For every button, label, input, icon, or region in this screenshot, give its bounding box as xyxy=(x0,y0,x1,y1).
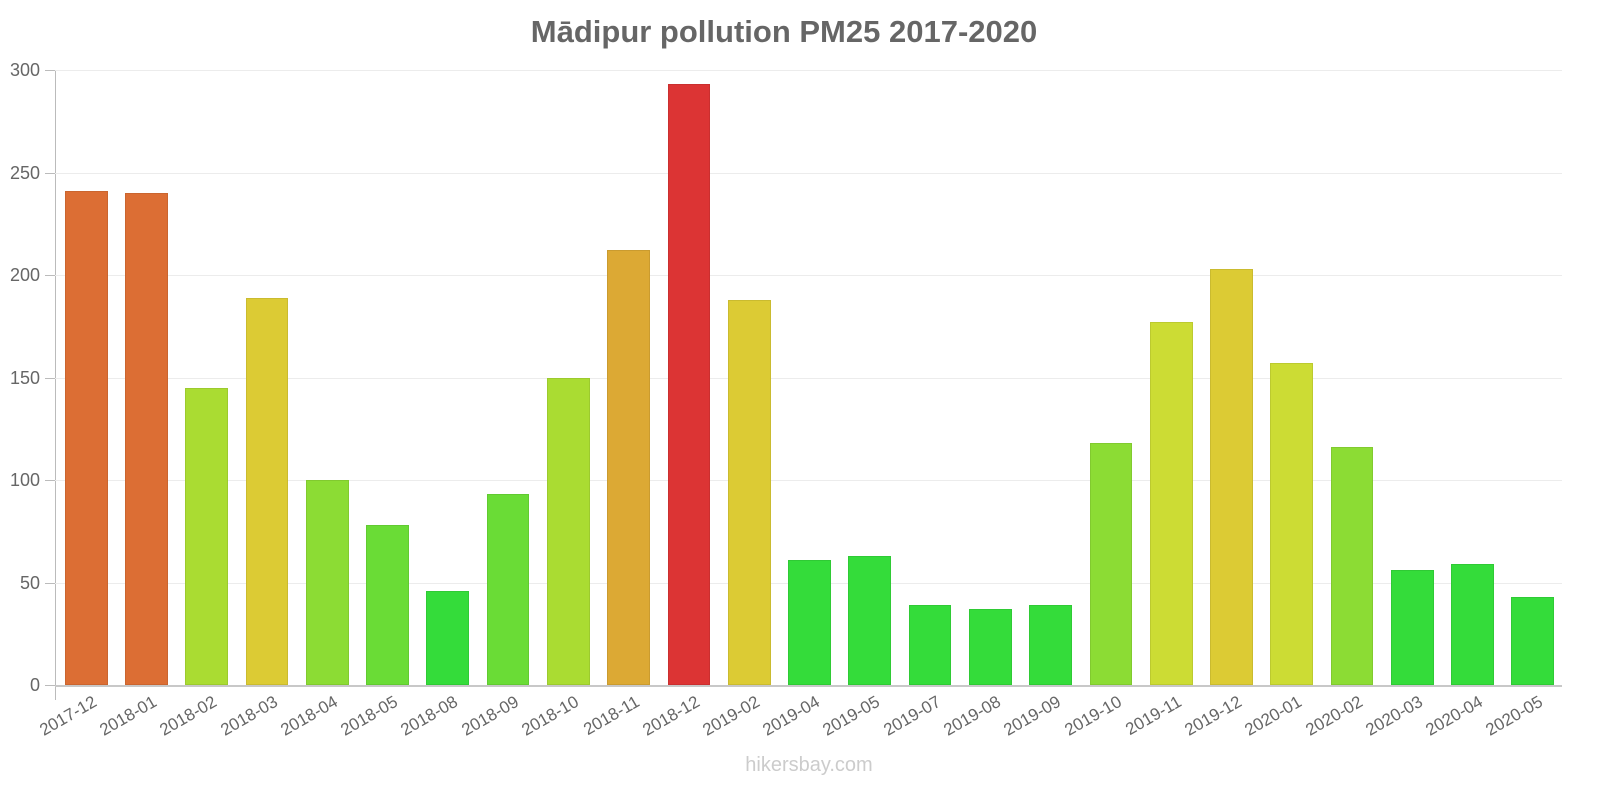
bar-2020-01[interactable] xyxy=(1270,363,1314,685)
gridline xyxy=(55,480,1562,481)
bar-2018-02[interactable] xyxy=(185,387,229,685)
bar-2020-03[interactable] xyxy=(1390,570,1434,685)
y-tick-label: 300 xyxy=(9,60,40,80)
y-tick-mark xyxy=(45,377,55,379)
bar-2017-12[interactable] xyxy=(64,190,108,685)
y-tick-label: 50 xyxy=(19,572,40,593)
x-tick-label: 2019-08 xyxy=(940,692,1004,740)
x-tick-label: 2018-12 xyxy=(638,692,703,740)
x-tick-label: 2020-05 xyxy=(1482,692,1547,740)
bar-2019-12[interactable] xyxy=(1210,268,1253,685)
bar-2019-04[interactable] xyxy=(788,559,831,685)
chart-title: Mādipur pollution PM25 2017-2020 xyxy=(530,14,1038,49)
bar-2019-07[interactable] xyxy=(908,605,952,685)
x-tick-label: 2019-11 xyxy=(1122,692,1185,740)
gridline xyxy=(55,377,1562,379)
bar-2018-04[interactable] xyxy=(305,480,349,685)
x-tick-label: 2019-10 xyxy=(1060,692,1125,740)
plot-area: 0 50 100 150 200 250 300 2017-12 2018-01 2018-02 2… xyxy=(10,61,1562,740)
bar-2019-08[interactable] xyxy=(968,609,1012,685)
gridline xyxy=(55,172,1562,174)
y-tick-mark xyxy=(45,172,55,174)
x-tick-label: 2020-04 xyxy=(1422,692,1487,740)
bar-2018-03[interactable] xyxy=(245,297,289,685)
x-axis xyxy=(55,685,1562,687)
x-tick-label: 2018-01 xyxy=(96,692,160,740)
x-tick-label: 2018-05 xyxy=(337,692,402,740)
bar-2020-02[interactable] xyxy=(1330,447,1374,685)
bar-2018-08[interactable] xyxy=(426,590,470,685)
y-tick-label: 100 xyxy=(9,470,40,490)
x-tick-label: 2019-02 xyxy=(699,692,763,740)
bar-2019-05[interactable] xyxy=(848,555,892,685)
bar-2020-05[interactable] xyxy=(1511,596,1555,685)
y-axis xyxy=(55,70,56,700)
x-tick-label: 2018-10 xyxy=(518,692,582,740)
x-tick-label: 2019-07 xyxy=(880,692,944,740)
bar-2020-04[interactable] xyxy=(1451,564,1494,685)
bar-2018-12[interactable] xyxy=(667,84,711,685)
y-tick-mark xyxy=(45,582,55,584)
bar-2018-05[interactable] xyxy=(366,525,409,685)
watermark: hikersbay.com xyxy=(745,754,873,776)
y-tick-mark xyxy=(45,70,55,71)
bar-2018-10[interactable] xyxy=(546,377,590,685)
x-tick-label: 2019-05 xyxy=(819,692,884,740)
y-tick-label: 200 xyxy=(9,265,40,285)
x-tick-label: 2019-04 xyxy=(759,692,823,740)
bar-2019-02[interactable] xyxy=(727,299,771,685)
x-tick-label: 2017-12 xyxy=(36,692,100,740)
x-tick-label: 2018-09 xyxy=(458,692,522,740)
bar-2018-11[interactable] xyxy=(607,250,651,685)
x-tick-label: 2020-01 xyxy=(1241,692,1306,740)
bar-2018-09[interactable] xyxy=(486,494,530,685)
x-tick-label: 2018-04 xyxy=(277,692,341,740)
y-tick-label: 150 xyxy=(9,367,40,388)
gridline xyxy=(55,275,1562,276)
x-tick-label: 2020-03 xyxy=(1362,692,1426,740)
x-tick-label: 2019-12 xyxy=(1181,692,1245,740)
y-tick-mark xyxy=(45,275,55,276)
x-tick-label: 2020-02 xyxy=(1301,692,1366,740)
gridline xyxy=(55,70,1562,71)
y-tick-label: 250 xyxy=(9,162,40,183)
x-tick-label: 2018-11 xyxy=(579,692,643,740)
bar-2019-10[interactable] xyxy=(1089,443,1133,685)
x-tick-label: 2018-02 xyxy=(156,692,221,740)
bar-2019-09[interactable] xyxy=(1029,605,1073,685)
x-tick-label: 2019-09 xyxy=(1000,692,1065,740)
bar-2019-11[interactable] xyxy=(1149,322,1193,685)
y-tick-mark xyxy=(45,685,55,686)
y-tick-mark xyxy=(45,480,55,481)
x-tick-label: 2018-03 xyxy=(216,692,281,740)
y-tick-label: 0 xyxy=(29,675,40,695)
bar-2018-01[interactable] xyxy=(125,193,168,685)
x-tick-label: 2018-08 xyxy=(397,692,462,740)
